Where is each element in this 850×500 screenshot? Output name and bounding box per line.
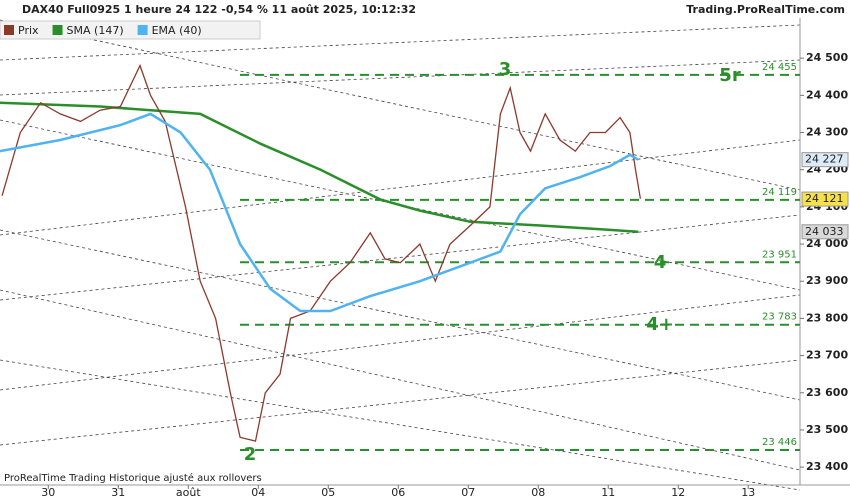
level-label: 24 119	[762, 187, 797, 198]
y-tick-label: 24 300	[806, 126, 848, 139]
y-tick-label: 24 000	[806, 237, 848, 250]
x-tick-label: 30	[41, 486, 55, 499]
source: Trading.ProRealTime.com	[686, 3, 845, 16]
price-tag-label: 24 033	[805, 225, 844, 238]
x-tick-label: 06	[391, 486, 405, 499]
x-tick-label: 12	[671, 486, 685, 499]
x-tick-label: 11	[601, 486, 615, 499]
legend-swatch	[52, 25, 63, 35]
level-label: 23 951	[762, 249, 797, 260]
y-tick-label: 23 600	[806, 386, 848, 399]
price-tag	[801, 152, 849, 168]
legend-swatch	[4, 25, 14, 35]
legend-bar	[0, 20, 261, 40]
price-tag-label: 24 121	[805, 192, 844, 205]
legend-label: Prix	[18, 24, 39, 37]
series-line	[0, 101, 639, 234]
x-tick-label: août	[176, 486, 201, 499]
price-tag	[801, 224, 849, 240]
y-tick-label: 23 400	[806, 460, 848, 473]
x-tick-label: 07	[461, 486, 475, 499]
level-label: 23 783	[762, 312, 797, 323]
x-tick-label: 31	[111, 486, 125, 499]
legend-label: SMA (147)	[67, 24, 124, 37]
footer: ProRealTime Trading Historique ajusté au…	[4, 472, 262, 484]
y-tick-label: 23 500	[806, 423, 848, 436]
price-tag-label: 24 227	[805, 153, 844, 166]
wave-label: 2	[244, 444, 257, 465]
wave-label: 5r	[719, 65, 741, 86]
legend-swatch	[137, 25, 148, 35]
chart-title: DAX40 Full0925 1 heure 24 122 -0,54 % 11…	[22, 3, 416, 16]
x-tick-label: 04	[251, 486, 265, 499]
y-tick-label: 24 400	[806, 88, 848, 101]
level-label: 24 455	[762, 62, 797, 73]
x-tick-label: 05	[321, 486, 335, 499]
y-tick-label: 23 800	[806, 311, 848, 324]
series-line	[1, 63, 642, 442]
price-tag	[801, 191, 849, 207]
x-tick-label: 08	[531, 486, 545, 499]
y-tick-label: 24 500	[806, 51, 848, 64]
series-line	[0, 112, 639, 313]
y-tick-label: 23 700	[806, 349, 848, 362]
wave-label: 3	[499, 59, 512, 80]
y-tick-label: 23 900	[806, 274, 848, 287]
level-label: 23 446	[762, 437, 797, 448]
legend-label: EMA (40)	[152, 24, 202, 37]
x-tick-label: 13	[741, 486, 755, 499]
